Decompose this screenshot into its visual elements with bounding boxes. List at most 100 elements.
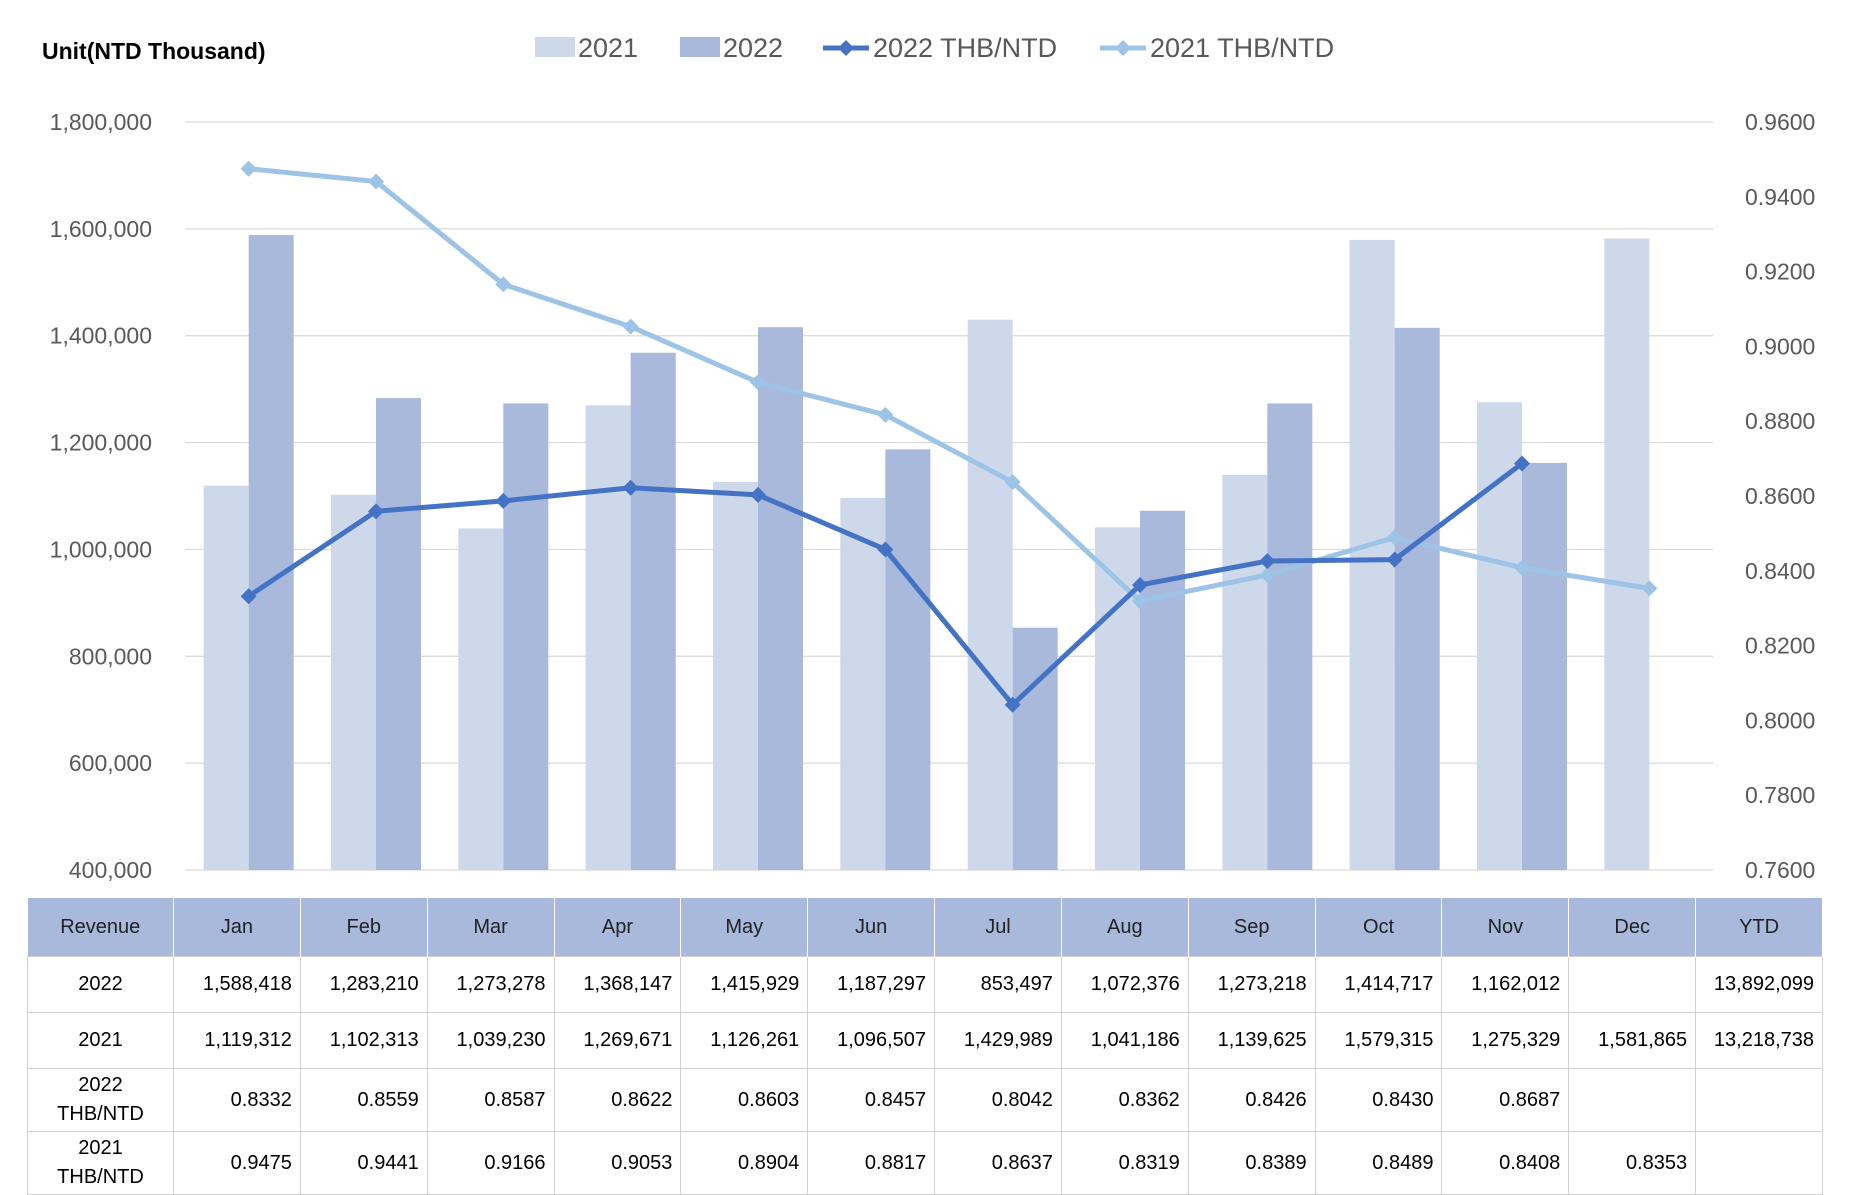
right-tick-label: 0.7600	[1745, 857, 1815, 883]
table-row: 2021 THB/NTD 0.9475 0.9441 0.9166 0.9053 0.890…	[27, 1131, 1823, 1195]
table-cell: 0.8817	[807, 1131, 936, 1195]
table-header-jan: Jan	[173, 898, 301, 957]
bar-2022-aug	[1140, 510, 1185, 870]
table-header-revenue: Revenue	[27, 898, 174, 957]
bar-2021-feb	[331, 494, 376, 870]
table-cell: 0.8430	[1314, 1068, 1443, 1132]
bar-2022-oct	[1394, 327, 1440, 870]
bar-2021-jul	[967, 319, 1013, 870]
table-cell: 1,415,929	[680, 956, 809, 1013]
left-tick-label: 800,000	[69, 643, 152, 669]
right-tick-label: 0.9200	[1745, 259, 1815, 285]
left-tick-label: 1,400,000	[50, 323, 152, 349]
table-cell: 0.8319	[1060, 1131, 1189, 1195]
table-row: 2022 1,588,418 1,283,210 1,273,278 1,368,147…	[27, 956, 1823, 1013]
marker-2022-THB-NTD	[1132, 577, 1148, 594]
table-header-dec: Dec	[1568, 898, 1697, 957]
table-cell: 0.8904	[680, 1131, 809, 1195]
table-cell: 0.8389	[1187, 1131, 1316, 1195]
bar-2022-feb	[376, 398, 421, 870]
marker-2021-THB-NTD	[240, 160, 257, 177]
table-cell: 0.8687	[1441, 1068, 1570, 1132]
table-header-jun: Jun	[807, 898, 936, 957]
bar-2022-jun	[885, 449, 931, 870]
right-tick-label: 0.8600	[1745, 483, 1815, 509]
table-cell: 1,579,315	[1314, 1012, 1443, 1069]
row-label: 2021	[27, 1012, 174, 1069]
bar-2022-may	[758, 327, 803, 871]
gridlines	[185, 121, 1713, 871]
marker-2021-THB-NTD	[1132, 593, 1148, 610]
table-header-jul: Jul	[934, 898, 1062, 957]
row-label: 2022	[27, 956, 174, 1013]
table-cell: 1,273,278	[426, 956, 555, 1013]
table-cell: 1,096,507	[807, 1012, 936, 1069]
legend-swatch	[680, 37, 720, 57]
marker-2021-THB-NTD	[1386, 529, 1403, 546]
table-cell: 0.8042	[934, 1068, 1062, 1132]
bar-2021-jan	[203, 485, 249, 870]
right-tick-label: 0.8400	[1745, 558, 1815, 584]
right-tick-label: 0.9400	[1745, 184, 1815, 210]
marker-2022-THB-NTD	[750, 486, 766, 503]
table-cell: 13,892,099	[1695, 956, 1823, 1013]
left-tick-label: 600,000	[69, 750, 152, 776]
marker-2021-THB-NTD	[1004, 474, 1021, 491]
table-cell	[1695, 1068, 1823, 1132]
table-header-mar: Mar	[427, 898, 555, 957]
marker-2022-THB-NTD	[877, 541, 894, 558]
legend-swatch	[535, 37, 575, 57]
marker-2021-THB-NTD	[1259, 566, 1276, 583]
table-cell: 1,041,186	[1060, 1012, 1189, 1069]
left-tick-label: 1,200,000	[50, 430, 152, 456]
bar-2021-sep	[1222, 474, 1268, 870]
table-cell: 0.8426	[1187, 1068, 1316, 1132]
table-header-nov: Nov	[1441, 898, 1570, 957]
legend-marker	[1115, 40, 1131, 56]
table-cell: 0.9166	[426, 1131, 555, 1195]
table-cell: 0.8603	[680, 1068, 809, 1132]
revenue-exchange-chart: 400,000 600,000 800,000 1,000,000 1,200,000 1…	[50, 33, 1816, 883]
table-cell: 0.9475	[173, 1131, 301, 1195]
right-tick-label: 0.8200	[1745, 633, 1815, 659]
table-cell: 1,126,261	[680, 1012, 809, 1069]
table-header-ytd: YTD	[1695, 898, 1823, 957]
table-row: 2022 THB/NTD 0.8332 0.8559 0.8587 0.8622 0.860…	[27, 1068, 1823, 1132]
left-tick-label: 1,800,000	[50, 109, 152, 135]
right-tick-label: 0.9000	[1745, 333, 1815, 359]
table-cell: 1,588,418	[173, 956, 301, 1013]
legend-label: 2021	[578, 33, 638, 63]
marker-2021-THB-NTD	[750, 374, 766, 391]
row-label: 2022 THB/NTD	[27, 1068, 174, 1132]
axes: 400,000 600,000 800,000 1,000,000 1,200,000 1…	[50, 109, 1816, 883]
marker-2021-THB-NTD	[877, 406, 894, 423]
table-header-row: Revenue Jan Feb Mar Apr May Jun Jul Aug Sep Oct Nov…	[27, 898, 1823, 957]
marker-2022-THB-NTD	[1259, 553, 1276, 570]
table-header-sep: Sep	[1188, 898, 1316, 957]
lines	[240, 160, 1658, 713]
marker-2021-THB-NTD	[368, 173, 384, 190]
table-cell: 0.8332	[173, 1068, 301, 1132]
bar-2021-nov	[1477, 402, 1522, 870]
table-cell: 1,102,313	[299, 1012, 428, 1069]
table-cell	[1695, 1131, 1823, 1195]
bar-2022-sep	[1267, 403, 1313, 870]
table-cell: 1,581,865	[1568, 1012, 1697, 1069]
table-cell: 1,187,297	[807, 956, 936, 1013]
table-header-oct: Oct	[1315, 898, 1443, 957]
revenue-table: Revenue Jan Feb Mar Apr May Jun Jul Aug Sep Oct Nov…	[27, 898, 1823, 1195]
table-header-feb: Feb	[300, 898, 428, 957]
left-tick-label: 400,000	[69, 857, 152, 883]
table-row: 2021 1,119,312 1,102,313 1,039,230 1,269,671…	[27, 1012, 1823, 1069]
bar-2022-nov	[1522, 462, 1567, 870]
marker-2021-THB-NTD	[1641, 580, 1658, 597]
table-header-aug: Aug	[1061, 898, 1189, 957]
table-cell: 0.9053	[553, 1131, 682, 1195]
marker-2021-THB-NTD	[1514, 559, 1530, 576]
table-cell: 0.9441	[299, 1131, 428, 1195]
marker-2022-THB-NTD	[622, 479, 639, 496]
table-cell: 1,368,147	[553, 956, 682, 1013]
table-cell: 853,497	[934, 956, 1062, 1013]
table-header-may: May	[680, 898, 809, 957]
marker-2021-THB-NTD	[622, 318, 639, 335]
